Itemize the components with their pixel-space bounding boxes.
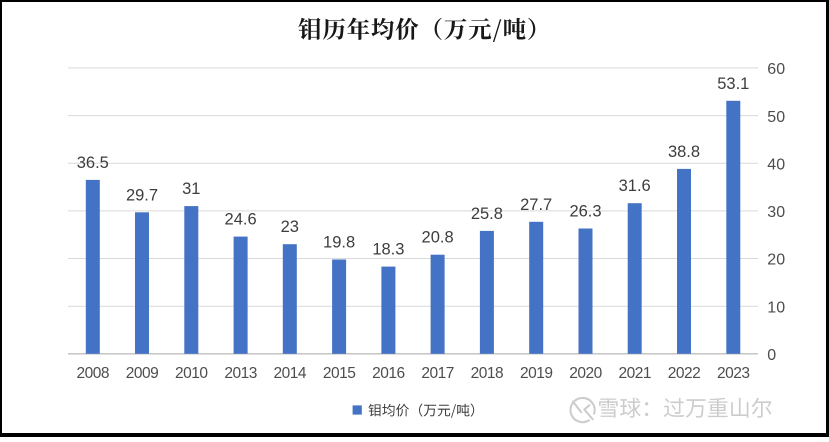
svg-text:2020: 2020 <box>569 365 602 382</box>
svg-text:2013: 2013 <box>224 365 256 382</box>
svg-text:60: 60 <box>767 61 785 78</box>
svg-text:0: 0 <box>767 347 776 364</box>
svg-text:2009: 2009 <box>126 365 158 382</box>
svg-text:2008: 2008 <box>77 365 109 382</box>
svg-text:23: 23 <box>281 218 299 236</box>
svg-text:2016: 2016 <box>372 365 404 382</box>
svg-text:40: 40 <box>767 156 785 173</box>
svg-text:2010: 2010 <box>175 365 208 382</box>
svg-text:2017: 2017 <box>421 365 453 382</box>
svg-text:25.8: 25.8 <box>471 205 503 223</box>
svg-text:2019: 2019 <box>520 365 552 382</box>
svg-text:27.7: 27.7 <box>520 196 552 214</box>
svg-text:53.1: 53.1 <box>717 75 749 93</box>
svg-text:2014: 2014 <box>274 365 307 382</box>
svg-text:20: 20 <box>767 252 785 269</box>
svg-text:26.3: 26.3 <box>569 203 601 221</box>
svg-text:2015: 2015 <box>323 365 355 382</box>
svg-text:31.6: 31.6 <box>619 177 651 195</box>
svg-text:50: 50 <box>767 109 785 126</box>
svg-text:2018: 2018 <box>471 365 503 382</box>
svg-text:31: 31 <box>182 180 200 198</box>
svg-text:2023: 2023 <box>717 365 749 382</box>
svg-text:24.6: 24.6 <box>225 211 257 229</box>
svg-text:10: 10 <box>767 299 785 316</box>
svg-text:19.8: 19.8 <box>323 234 355 252</box>
svg-text:2022: 2022 <box>668 365 700 382</box>
svg-text:38.8: 38.8 <box>668 143 700 161</box>
svg-text:18.3: 18.3 <box>372 241 404 259</box>
svg-text:36.5: 36.5 <box>77 154 109 172</box>
svg-text:30: 30 <box>767 204 785 221</box>
svg-text:20.8: 20.8 <box>422 229 454 247</box>
svg-text:2021: 2021 <box>618 365 650 382</box>
svg-text:29.7: 29.7 <box>126 186 158 204</box>
